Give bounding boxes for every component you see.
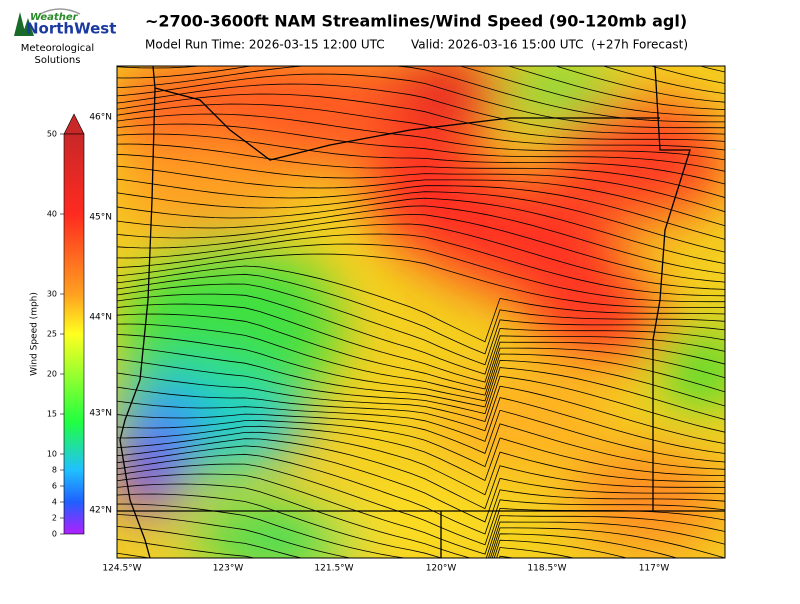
streamline [117,273,725,355]
streamline [117,313,725,390]
logo-top: Weather [30,12,79,23]
streamline [117,66,725,110]
colorbar-tick-label: 2 [52,514,57,523]
valid-time: Valid: 2026-03-16 15:00 UTC (+27h Foreca… [411,38,688,52]
streamline [117,113,725,161]
lat-label: 46°N [89,113,112,123]
streamline [117,165,725,227]
streamline [117,293,725,375]
streamline [117,154,725,213]
streamline [117,93,725,142]
streamline [117,453,725,535]
streamline [117,191,725,253]
colorbar-tick-label: 50 [47,130,57,139]
lat-label: 43°N [89,409,112,419]
streamline [117,178,725,240]
lon-label: 124.5°W [102,564,141,574]
lat-label: 45°N [89,213,112,223]
streamline [117,197,725,264]
colorbar-tick-label: 40 [47,210,57,219]
title: ~2700-3600ft NAM Streamlines/Wind Speed … [145,12,687,31]
streamline [117,552,516,558]
streamline [117,213,725,283]
map-frame [116,65,726,559]
lon-label: 123°W [213,564,244,574]
colorbar-tick-label: 20 [47,370,57,379]
streamline [117,73,725,129]
streamline [110,578,725,600]
logo-main: NorthWest [26,20,116,38]
colorbar-extend [63,113,85,135]
streamline [117,538,576,558]
colorbar [63,133,85,535]
streamline [117,438,725,510]
lon-label: 121.5°W [314,564,353,574]
streamline [117,66,725,117]
streamline [110,566,725,600]
streamline [117,123,725,172]
streamline [117,233,725,297]
streamline [554,66,725,103]
colorbar-tick-label: 4 [52,498,57,507]
streamline [117,283,725,366]
map [110,66,725,600]
streamline [117,83,725,135]
streamline [117,483,725,558]
streamlines [110,66,725,600]
colorbar-tick-label: 25 [47,330,57,339]
model-run: Model Run Time: 2026-03-15 12:00 UTC [145,38,385,52]
streamline [117,143,725,198]
streamline [117,243,725,303]
streamline [117,253,725,308]
streamline [117,358,725,420]
streamline [117,334,725,402]
streamline [117,223,725,290]
company-box: Meteorological Solutions [20,43,95,66]
colorbar-tick-label: 0 [52,530,57,539]
colorbar-label: Wind Speed (mph) [30,292,40,376]
colorbar-tick-label: 30 [47,290,57,299]
logo: Weather NorthWest [14,8,116,38]
colorbar-tick-label: 6 [52,482,57,491]
streamline [117,397,725,454]
streamline [117,133,725,185]
streamline [117,420,725,470]
streamline [117,323,725,396]
company: Meteorological Solutions [20,43,95,66]
streamline [117,345,725,408]
streamline [117,372,725,433]
lon-label: 117°W [639,564,670,574]
borders [117,66,725,558]
colorbar-tick-label: 10 [47,450,57,459]
streamline [117,265,725,343]
streamline [117,463,725,546]
streamline [117,525,629,558]
colorbar-tick-label: 15 [47,410,57,419]
lon-label: 120°W [426,564,457,574]
lon-label: 118.5°W [527,564,566,574]
streamline [117,493,725,558]
streamline [117,103,725,151]
streamline [117,205,725,274]
streamline [117,303,725,383]
streamline [117,385,725,444]
colorbar-tick-label: 8 [52,466,57,475]
lat-label: 42°N [89,506,112,516]
streamline [117,514,679,558]
streamline [117,431,725,496]
streamline [601,66,725,94]
streamline [117,425,725,482]
streamline [117,409,725,463]
lat-label: 44°N [89,313,112,323]
streamline [117,445,725,523]
